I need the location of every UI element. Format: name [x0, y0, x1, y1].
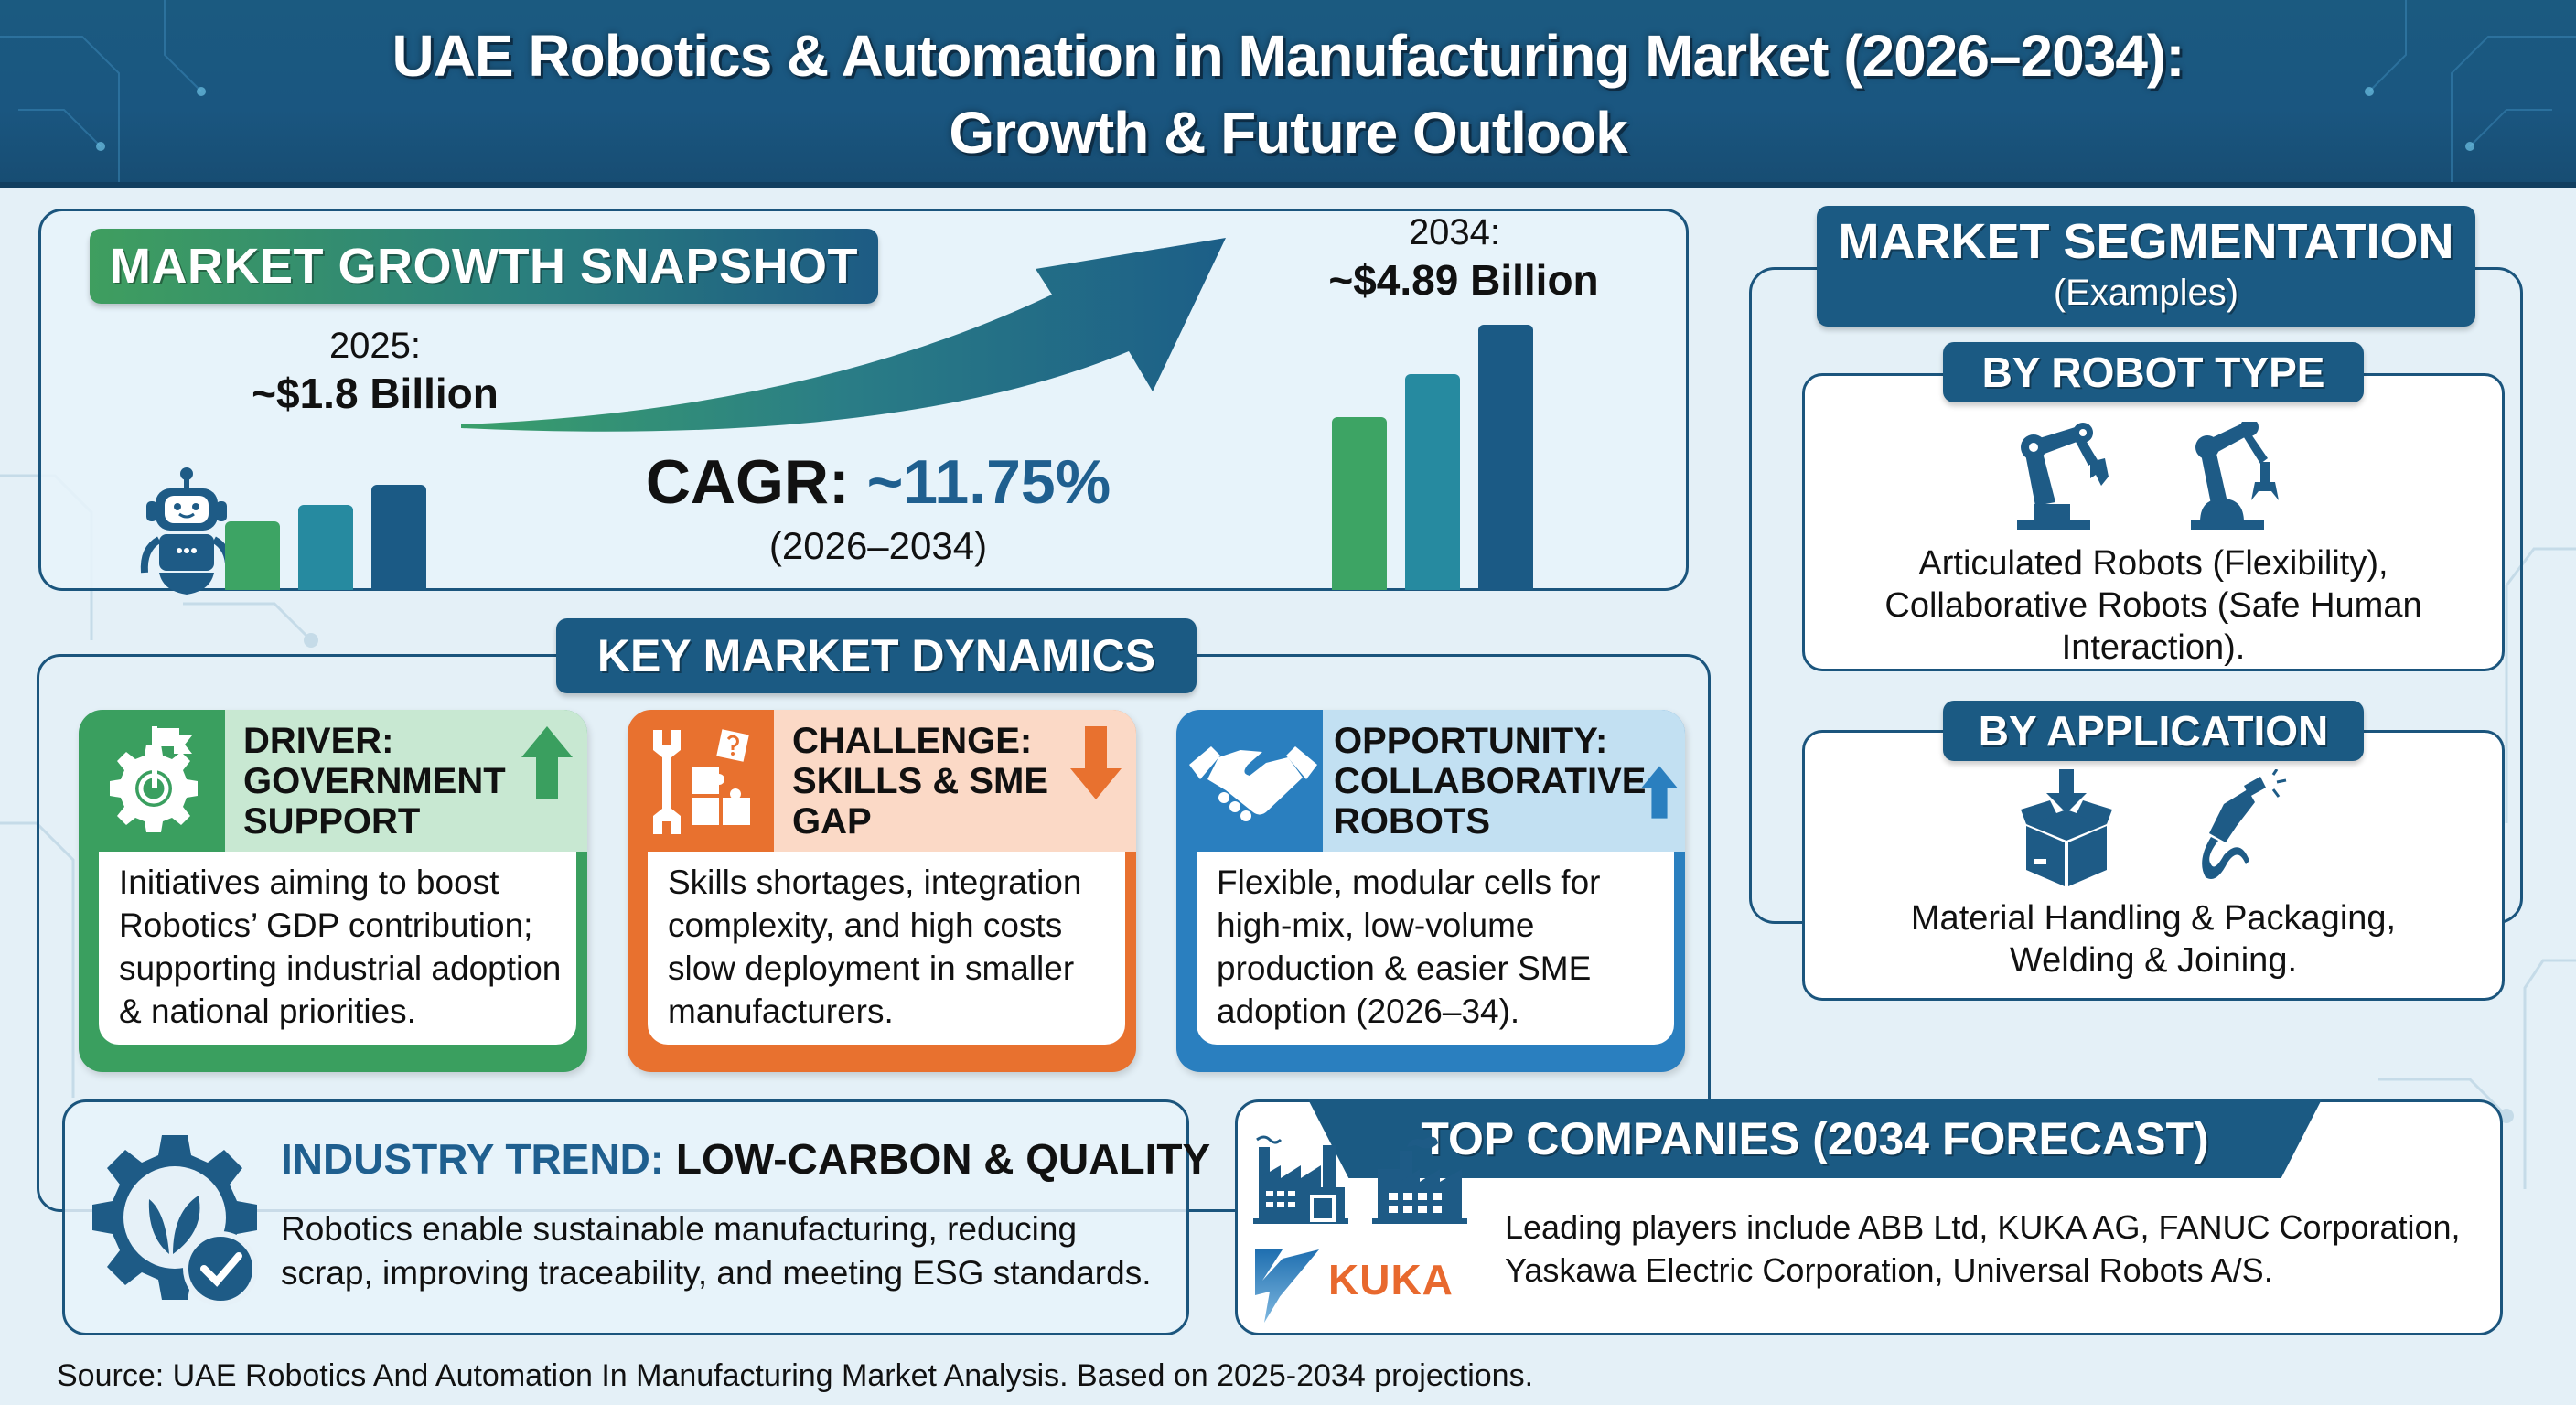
welding-torch-icon — [2202, 769, 2287, 879]
challenge-heading-line3: GAP — [792, 801, 872, 842]
end-year-label: 2034: — [1408, 212, 1501, 252]
start-bar-3 — [371, 485, 426, 590]
industry-trend-line2: scrap, improving traceability, and meeti… — [281, 1254, 1152, 1292]
top-companies-text: Leading players include ABB Ltd, KUKA AG… — [1505, 1206, 2461, 1292]
industry-trend-panel: INDUSTRY TREND: LOW-CARBON & QUALITY Rob… — [62, 1099, 1210, 1335]
header-banner: UAE Robotics & Automation in Manufacturi… — [0, 0, 2576, 188]
challenge-line2: complexity, and high costs — [668, 906, 1063, 944]
industry-trend-line1: Robotics enable sustainable manufacturin… — [281, 1210, 1078, 1248]
challenge-heading-line2: SKILLS & SME — [792, 761, 1049, 801]
challenge-body: Skills shortages, integration complexity… — [648, 852, 1125, 1045]
by-robot-type-card: Articulated Robots (Flexibility), Collab… — [1802, 373, 2505, 671]
challenge-header: CHALLENGE: SKILLS & SME GAP — [774, 710, 1136, 852]
driver-line2: Robotics’ GDP contribution; — [119, 906, 533, 944]
opportunity-heading-line3: ROBOTS — [1334, 801, 1491, 842]
driver-description: Initiatives aiming to boost Robotics’ GD… — [99, 852, 576, 1033]
challenge-description: Skills shortages, integration complexity… — [648, 852, 1125, 1033]
arrow-up-icon — [521, 726, 573, 799]
top-companies-banner: TOP COMPANIES (2034 FORECAST) — [1308, 1099, 2322, 1178]
market-growth-snapshot-banner: MARKET GROWTH SNAPSHOT — [90, 229, 878, 304]
start-year-label: 2025: — [328, 326, 422, 366]
start-bar-2 — [298, 505, 353, 590]
application-line2: Welding & Joining. — [2009, 941, 2298, 980]
top-companies-line2: Yaskawa Electric Corporation, Universal … — [1505, 1251, 2273, 1289]
challenge-heading: CHALLENGE: SKILLS & SME GAP — [792, 721, 1048, 842]
opportunity-icon-column — [1176, 710, 1323, 852]
driver-line4: & national priorities. — [119, 992, 416, 1030]
start-value-label: ~$1.8 Billion — [252, 370, 499, 417]
opportunity-line4: adoption (2026–34). — [1217, 992, 1520, 1030]
driver-card: DRIVER: GOVERNMENT SUPPORT Initiatives a… — [79, 710, 587, 1072]
by-robot-type-banner: BY ROBOT TYPE — [1943, 342, 2364, 402]
opportunity-card: OPPORTUNITY: COLLABORATIVE ROBOTS Flexib… — [1176, 710, 1685, 1072]
robot-type-line2: Collaborative Robots (Safe Human — [1884, 586, 2422, 625]
gear-flag-icon — [110, 726, 198, 832]
handshake-icon — [1189, 746, 1317, 821]
end-value-label: ~$4.89 Billion — [1328, 256, 1599, 304]
driver-line1: Initiatives aiming to boost — [119, 863, 499, 901]
opportunity-body: Flexible, modular cells for high-mix, lo… — [1197, 852, 1674, 1045]
key-market-dynamics-banner: KEY MARKET DYNAMICS — [556, 618, 1197, 693]
driver-heading-line1: DRIVER: — [243, 721, 394, 761]
circuit-pattern-icon — [0, 0, 2576, 182]
page-title-line1: UAE Robotics & Automation in Manufacturi… — [392, 23, 2184, 89]
driver-line3: supporting industrial adoption — [119, 949, 562, 987]
source-footnote: Source: UAE Robotics And Automation In M… — [57, 1358, 1534, 1393]
cagr-label: CAGR: — [645, 447, 850, 517]
end-bar-2 — [1405, 374, 1460, 590]
gear-leaf-check-icon — [92, 1135, 258, 1306]
challenge-line1: Skills shortages, integration — [668, 863, 1082, 901]
industry-trend-label: INDUSTRY TREND: — [281, 1135, 665, 1183]
top-companies-line1: Leading players include ABB Ltd, KUKA AG… — [1505, 1208, 2461, 1246]
kuka-logo: KUKA — [1328, 1256, 1454, 1303]
arrow-down-icon — [1070, 726, 1122, 799]
cagr-value: ~11.75% — [866, 447, 1111, 517]
robot-type-line1: Articulated Robots (Flexibility), — [1918, 544, 2388, 583]
opportunity-heading: OPPORTUNITY: COLLABORATIVE ROBOTS — [1334, 721, 1646, 842]
driver-header: DRIVER: GOVERNMENT SUPPORT — [225, 710, 587, 852]
by-application-card: Material Handling & Packaging, Welding &… — [1802, 730, 2505, 1001]
opportunity-description: Flexible, modular cells for high-mix, lo… — [1197, 852, 1674, 1033]
driver-body: Initiatives aiming to boost Robotics’ GD… — [99, 852, 576, 1045]
opportunity-line3: production & easier SME — [1217, 949, 1592, 987]
challenge-card: CHALLENGE: SKILLS & SME GAP Skills short… — [628, 710, 1136, 1072]
factory-icon — [1253, 1135, 1467, 1224]
end-bar-1 — [1332, 417, 1387, 590]
cagr-display: CAGR: ~11.75% — [585, 446, 1171, 518]
cagr-period: (2026–2034) — [768, 524, 988, 567]
market-segmentation-banner: MARKET SEGMENTATION (Examples) — [1817, 206, 2475, 327]
opportunity-line1: Flexible, modular cells for — [1217, 863, 1601, 901]
articulated-robot-arm-icon — [2017, 422, 2279, 530]
end-bar-3 — [1478, 325, 1533, 590]
driver-heading: DRIVER: GOVERNMENT SUPPORT — [243, 721, 506, 842]
driver-heading-line2: GOVERNMENT — [243, 761, 506, 801]
yaskawa-logo-icon — [1255, 1249, 1319, 1323]
robot-type-line3: Interaction). — [2061, 628, 2246, 667]
arrow-up-icon — [1641, 766, 1678, 819]
by-application-banner: BY APPLICATION — [1943, 701, 2364, 761]
opportunity-line2: high-mix, low-volume — [1217, 906, 1535, 944]
opportunity-heading-line2: COLLABORATIVE — [1334, 761, 1647, 801]
application-line1: Material Handling & Packaging, — [1910, 899, 2397, 938]
opportunity-heading-line1: OPPORTUNITY: — [1334, 721, 1608, 761]
driver-icon-column — [79, 710, 225, 852]
challenge-heading-line1: CHALLENGE: — [792, 721, 1033, 761]
driver-heading-line3: SUPPORT — [243, 801, 421, 842]
challenge-line4: manufacturers. — [668, 992, 894, 1030]
industry-trend-title: INDUSTRY TREND: LOW-CARBON & QUALITY — [281, 1133, 1210, 1185]
opportunity-header: OPPORTUNITY: COLLABORATIVE ROBOTS — [1323, 710, 1685, 852]
growth-arrow-icon — [461, 238, 1226, 432]
package-box-icon — [2021, 769, 2112, 886]
challenge-icon-column — [628, 710, 774, 852]
industry-trend-value: LOW-CARBON & QUALITY — [675, 1135, 1211, 1183]
page-title-line2: Growth & Future Outlook — [949, 100, 1627, 166]
segmentation-subtitle: (Examples) — [2053, 273, 2239, 313]
wrench-puzzle-icon — [653, 729, 750, 834]
challenge-line3: slow deployment in smaller — [668, 949, 1075, 987]
start-bar-1 — [225, 521, 280, 590]
segmentation-title: MARKET SEGMENTATION — [1838, 214, 2454, 269]
robot-icon — [140, 467, 233, 595]
